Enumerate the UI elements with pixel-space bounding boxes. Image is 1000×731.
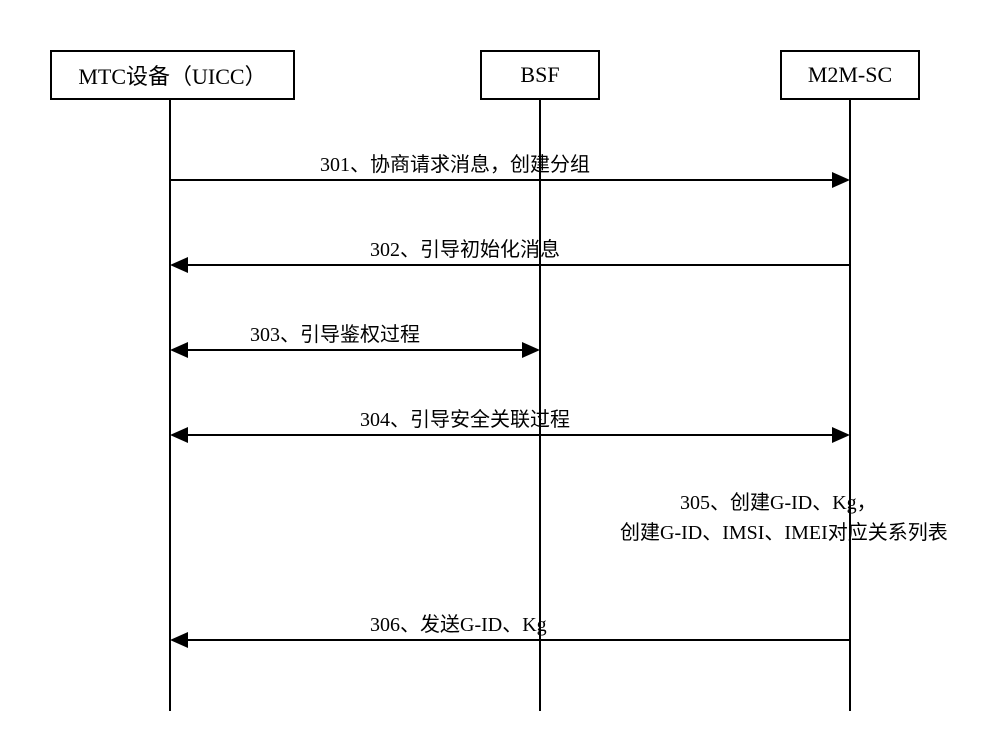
message-label-304: 304、引导安全关联过程 [360, 407, 570, 433]
participant-label: M2M-SC [808, 62, 892, 88]
arrow-line-306 [185, 639, 850, 641]
arrow-head-icon [170, 342, 188, 358]
message-label-305-line1: 305、创建G-ID、Kg， [680, 490, 877, 516]
arrow-line-302 [185, 264, 850, 266]
message-label-303: 303、引导鉴权过程 [250, 322, 420, 348]
arrow-head-icon [522, 342, 540, 358]
message-label-301: 301、协商请求消息，创建分组 [320, 152, 590, 178]
participant-box-bsf: BSF [480, 50, 600, 100]
arrow-line-301 [170, 179, 835, 181]
arrow-line-304 [185, 434, 835, 436]
lifeline-m2msc [849, 100, 851, 711]
arrow-head-icon [170, 427, 188, 443]
message-label-305-line2: 创建G-ID、IMSI、IMEI对应关系列表 [620, 520, 948, 546]
participant-box-mtc: MTC设备（UICC） [50, 50, 295, 100]
lifeline-mtc [169, 100, 171, 711]
message-label-306: 306、发送G-ID、Kg [370, 612, 547, 638]
arrow-line-303 [185, 349, 525, 351]
arrow-head-icon [170, 632, 188, 648]
participant-label: BSF [520, 62, 559, 88]
message-label-302: 302、引导初始化消息 [370, 237, 560, 263]
arrow-head-icon [832, 172, 850, 188]
arrow-head-icon [170, 257, 188, 273]
participant-box-m2msc: M2M-SC [780, 50, 920, 100]
arrow-head-icon [832, 427, 850, 443]
participant-label: MTC设备（UICC） [78, 59, 266, 91]
